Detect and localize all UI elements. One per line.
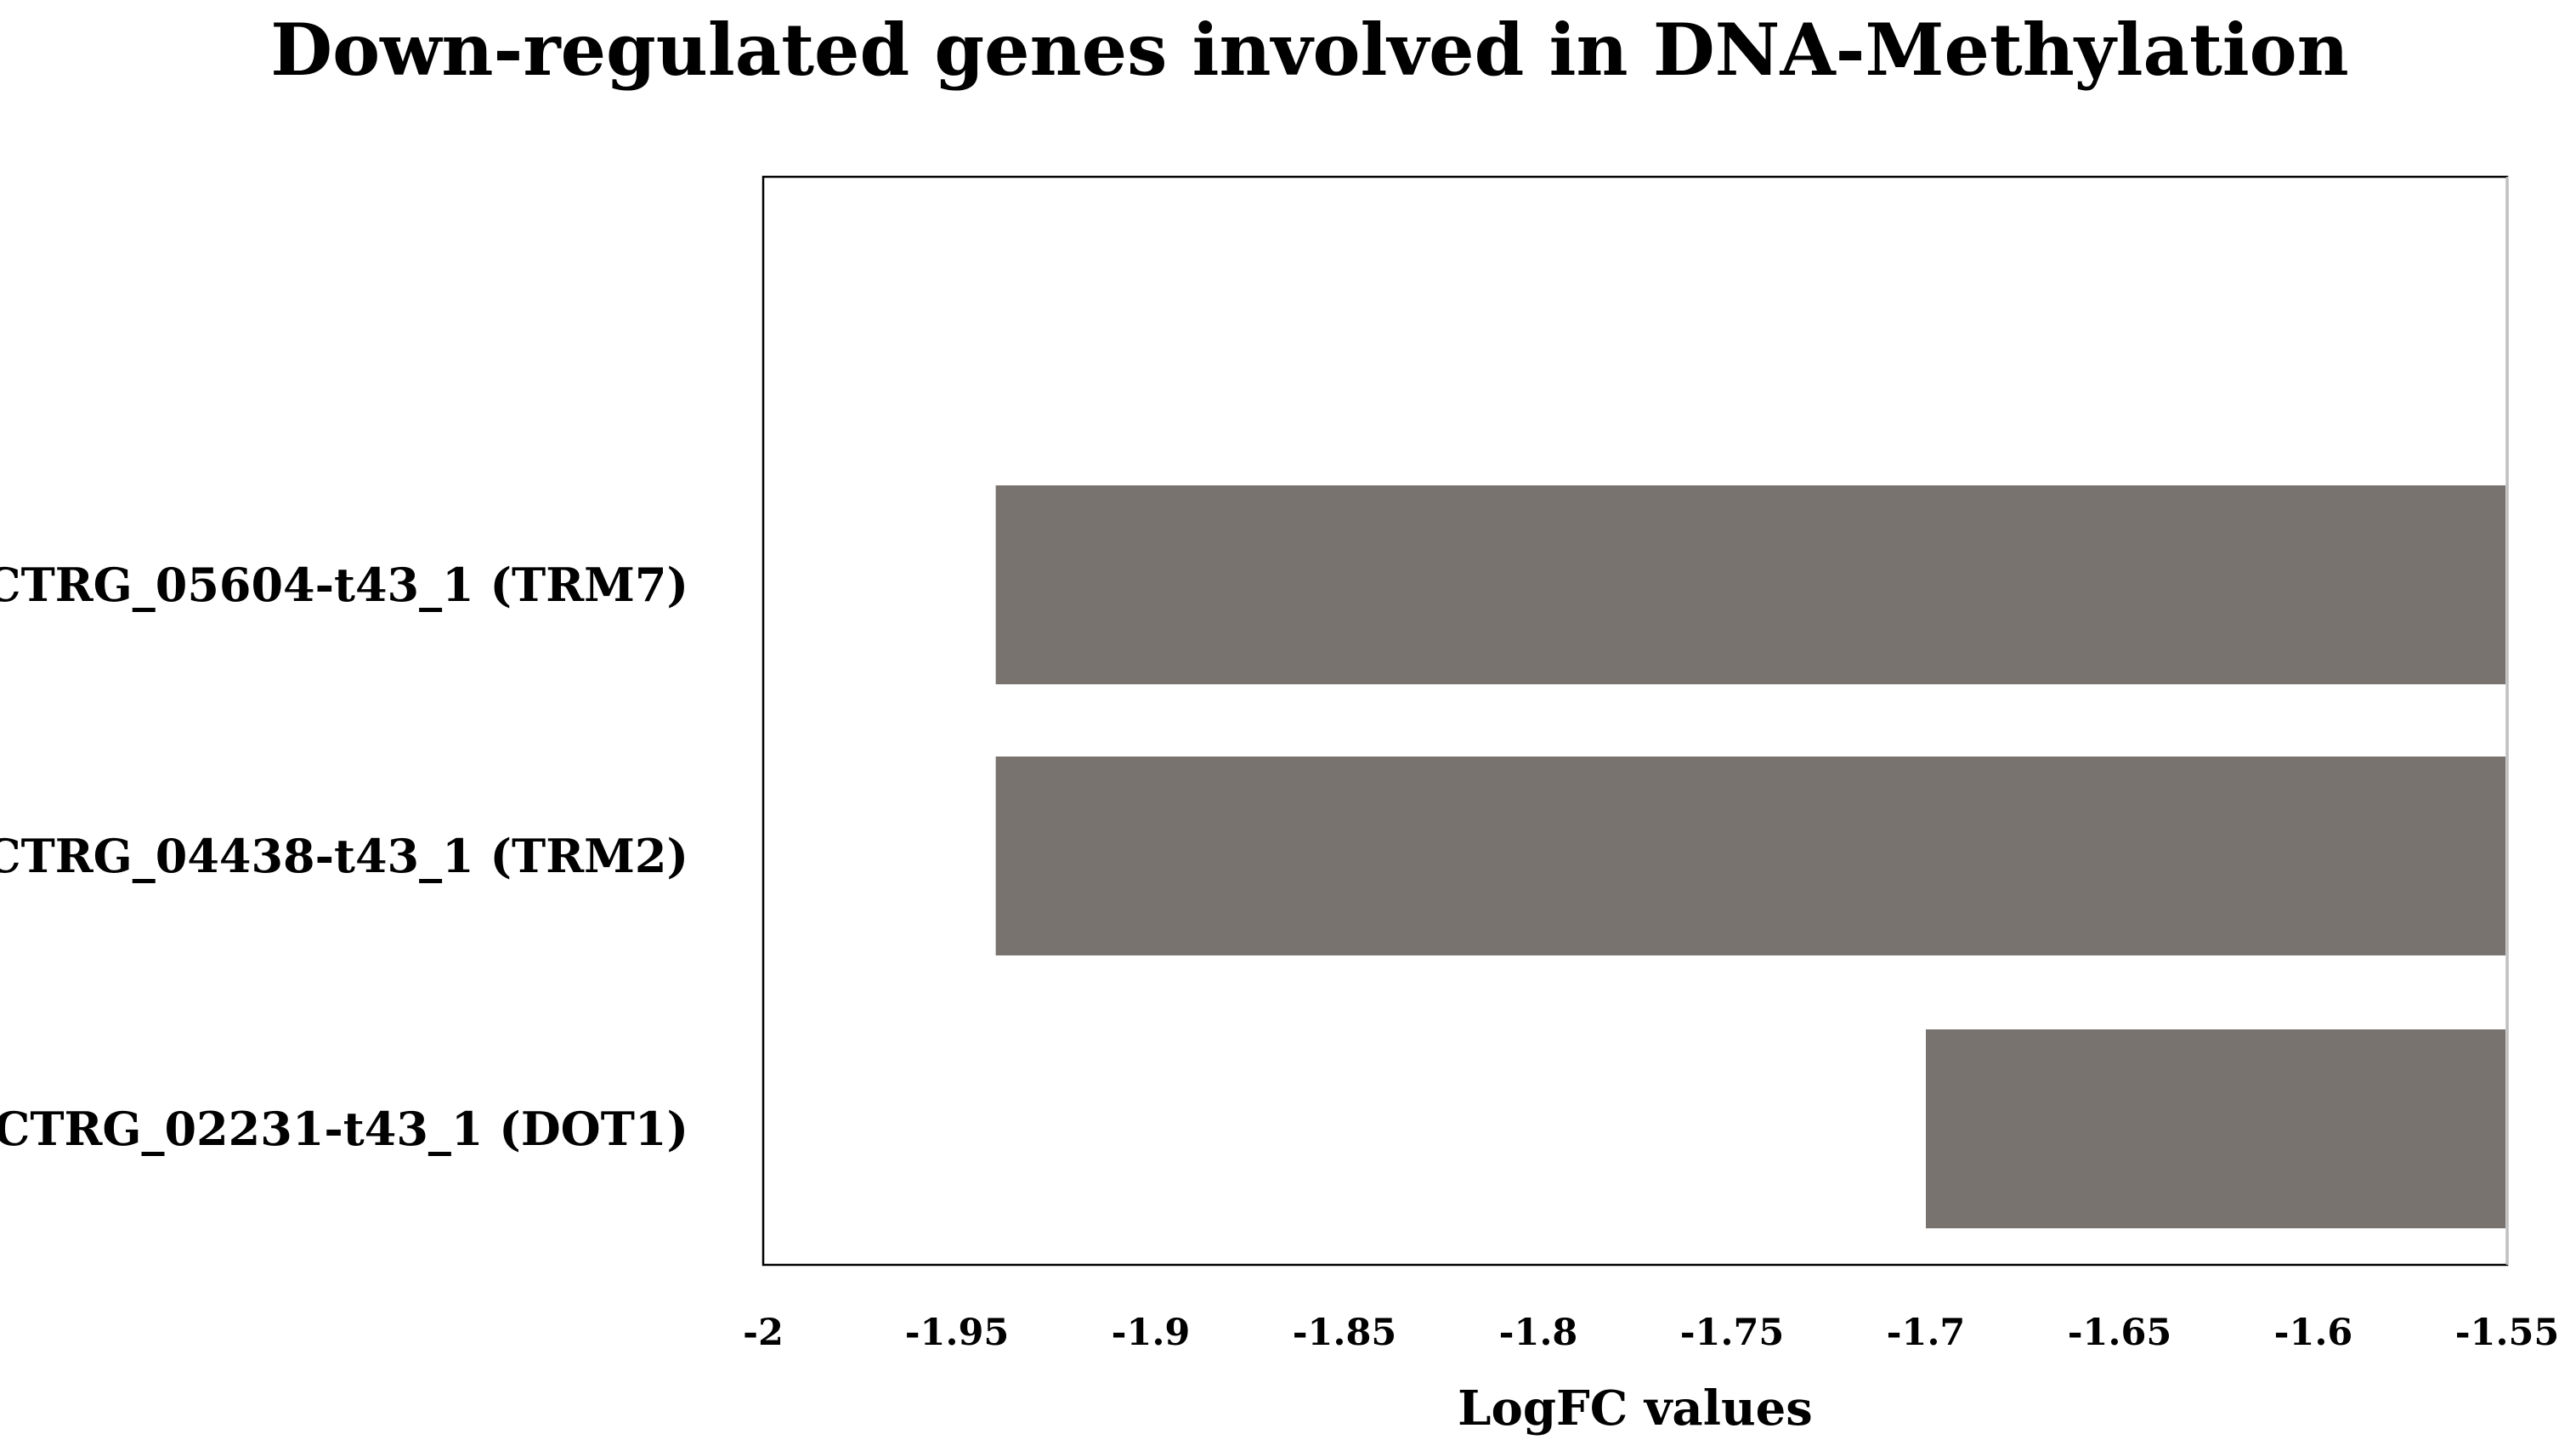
x-tick-label: -1.8 (1499, 1312, 1578, 1354)
x-tick-label: -1.75 (1680, 1312, 1785, 1354)
bar-0 (995, 485, 2505, 684)
bars-layer (995, 485, 2505, 1228)
x-tick-label: -1.6 (2274, 1312, 2353, 1354)
x-tick-label: -1.7 (1887, 1312, 1966, 1354)
category-label: CTRG_05604-t43_1 (TRM7) (0, 558, 688, 612)
x-tick-label: -1.55 (2455, 1312, 2560, 1354)
x-tick-labels: -2 -1.95 -1.9 -1.85 -1.8 -1.75 -1.7 -1.65 -1.6 -1… (743, 1312, 2559, 1354)
x-tick-label: -1.65 (2068, 1312, 2172, 1354)
bar-2 (1926, 1029, 2505, 1228)
x-tick-label: -1.9 (1112, 1312, 1191, 1354)
bar-1 (995, 757, 2505, 955)
chart-title: Down-regulated genes involved in DNA-Met… (270, 8, 2349, 92)
x-tick-label: -1.85 (1293, 1312, 1397, 1354)
x-tick-label: -2 (743, 1312, 784, 1354)
category-label: CTRG_04438-t43_1 (TRM2) (0, 829, 688, 883)
category-labels: CTRG_05604-t43_1 (TRM7) CTRG_04438-t43_1 … (0, 558, 688, 1156)
x-tick-label: -1.95 (905, 1312, 1010, 1354)
category-label: CTRG_02231-t43_1 (DOT1) (0, 1102, 688, 1156)
x-axis-title: LogFC values (1458, 1380, 1813, 1437)
